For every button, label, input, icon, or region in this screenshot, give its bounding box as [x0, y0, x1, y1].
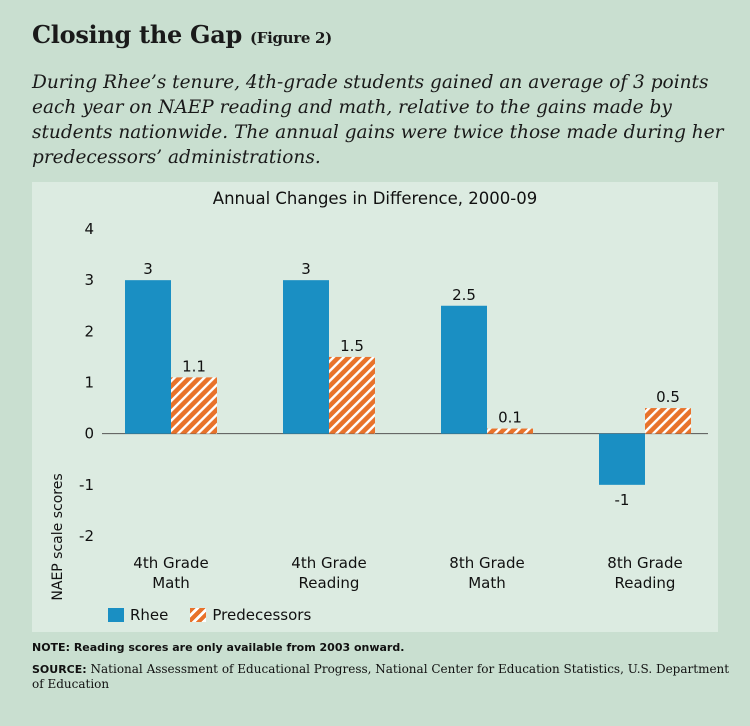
chart-marks: 4 3 2 1 0 -1 -2 3 1.1 4th Grade Math 3 1.5 4th Grade R…: [79, 220, 708, 592]
x-tick-label: 8th Grade: [607, 554, 682, 572]
headline-text: Closing the Gap: [32, 20, 242, 49]
data-label: 2.5: [452, 286, 476, 304]
x-tick-label: Reading: [615, 574, 676, 592]
bar-predecessors: [487, 428, 533, 434]
y-tick-label: 1: [84, 374, 94, 392]
figure-subtitle: During Rhee’s tenure, 4th-grade students…: [32, 72, 724, 168]
data-label: 0.1: [498, 409, 522, 427]
data-label: 3: [143, 260, 153, 278]
x-tick-label: Reading: [299, 574, 360, 592]
y-tick-label: 0: [84, 425, 94, 443]
legend-swatch-predecessors: [190, 608, 207, 622]
chart-title: Annual Changes in Difference, 2000-09: [213, 189, 537, 208]
legend-swatch-rhee: [108, 608, 124, 622]
bar-chart: Annual Changes in Difference, 2000-09 NA…: [50, 189, 708, 601]
x-tick-label: 8th Grade: [449, 554, 524, 572]
y-axis-label: NAEP scale scores: [50, 473, 66, 600]
data-label: 3: [301, 260, 311, 278]
bar-rhee: [599, 433, 645, 485]
note-text: Reading scores are only available from 2…: [73, 641, 405, 654]
bar-rhee: [441, 305, 487, 434]
y-tick-label: -2: [79, 527, 94, 545]
bar-predecessors: [645, 408, 691, 434]
source-text: National Assessment of Educational Progr…: [32, 662, 730, 691]
figure-number: (Figure 2): [249, 29, 332, 47]
source-label: SOURCE:: [32, 663, 87, 676]
x-tick-label: Math: [152, 574, 190, 592]
x-tick-label: Math: [468, 574, 506, 592]
note-label: NOTE:: [32, 641, 70, 654]
y-tick-label: -1: [79, 476, 94, 494]
y-tick-label: 4: [84, 220, 94, 238]
data-label: -1: [615, 491, 630, 509]
bar-rhee: [125, 280, 171, 434]
chart-panel: Annual Changes in Difference, 2000-09 NA…: [32, 182, 718, 632]
bar-rhee: [283, 280, 329, 434]
legend: Rhee Predecessors: [108, 606, 311, 624]
y-tick-label: 3: [84, 271, 94, 289]
figure-title: Closing the Gap (Figure 2): [32, 20, 332, 49]
bar-predecessors: [171, 377, 217, 434]
data-label: 0.5: [656, 388, 680, 406]
x-tick-label: 4th Grade: [133, 554, 208, 572]
note: NOTE: Reading scores are only available …: [32, 641, 404, 654]
source: SOURCE: National Assessment of Education…: [32, 662, 732, 692]
data-label: 1.5: [340, 337, 364, 355]
x-tick-label: 4th Grade: [291, 554, 366, 572]
legend-label-rhee: Rhee: [130, 606, 169, 624]
bar-predecessors: [329, 356, 375, 434]
legend-label-predecessors: Predecessors: [212, 606, 312, 624]
data-label: 1.1: [182, 357, 206, 375]
y-tick-label: 2: [84, 322, 94, 340]
